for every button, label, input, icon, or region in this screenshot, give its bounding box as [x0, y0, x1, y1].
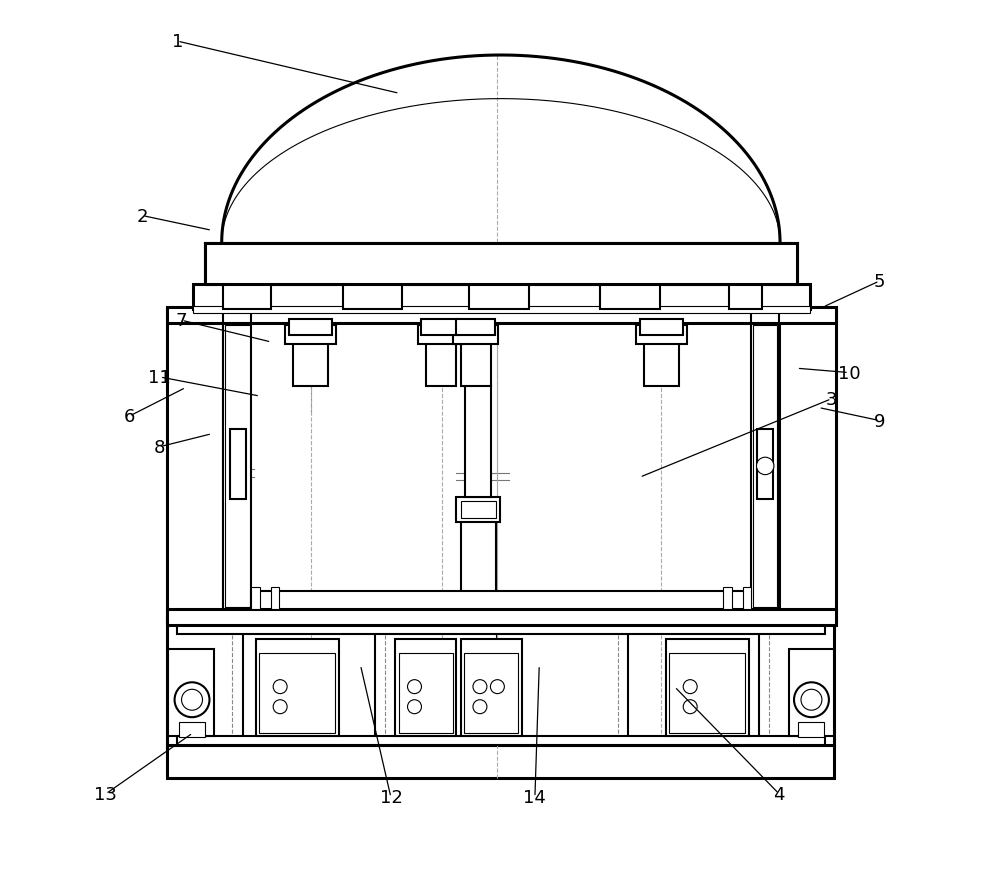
Circle shape	[273, 680, 287, 694]
Bar	[223, 324, 251, 610]
Circle shape	[794, 682, 829, 717]
Circle shape	[683, 680, 697, 694]
Bar	[779, 310, 836, 622]
Circle shape	[182, 689, 202, 710]
Bar	[251, 588, 260, 610]
Bar	[461, 513, 496, 610]
Bar	[230, 430, 246, 500]
Bar	[789, 649, 834, 737]
Bar	[223, 285, 271, 310]
Text: 13: 13	[94, 785, 117, 803]
Bar	[285, 325, 336, 345]
Bar	[167, 308, 836, 324]
Bar	[669, 652, 745, 733]
Bar	[223, 308, 251, 324]
Bar	[461, 502, 496, 518]
Bar	[193, 285, 810, 310]
Bar	[456, 320, 495, 336]
Bar	[798, 722, 824, 738]
Bar	[167, 310, 223, 622]
Text: 6: 6	[124, 408, 135, 425]
Circle shape	[473, 680, 487, 694]
Text: 7: 7	[176, 312, 187, 330]
Bar	[753, 325, 777, 608]
Bar	[640, 320, 683, 336]
Text: 11: 11	[148, 368, 171, 387]
Bar	[421, 320, 460, 336]
Bar	[293, 325, 328, 386]
Bar	[399, 652, 453, 733]
Bar	[729, 285, 762, 310]
Bar	[757, 430, 773, 500]
Circle shape	[801, 689, 822, 710]
Text: 3: 3	[826, 390, 837, 409]
Bar	[666, 639, 749, 737]
Bar	[723, 588, 732, 610]
Circle shape	[683, 700, 697, 714]
Bar	[225, 325, 250, 608]
Bar	[395, 639, 456, 737]
Bar	[251, 591, 750, 613]
Bar	[644, 325, 679, 386]
Bar	[167, 745, 834, 779]
Text: 10: 10	[838, 364, 860, 382]
Text: 2: 2	[137, 207, 148, 225]
Circle shape	[273, 700, 287, 714]
Bar	[636, 325, 687, 345]
Bar	[167, 617, 834, 745]
Bar	[179, 722, 205, 738]
Bar	[168, 649, 214, 737]
Text: 9: 9	[874, 412, 885, 430]
Text: 5: 5	[874, 273, 885, 290]
Bar	[271, 588, 279, 610]
Bar	[453, 325, 498, 345]
Bar	[289, 320, 332, 336]
Bar	[223, 324, 779, 610]
Bar	[464, 652, 518, 733]
Bar	[465, 384, 491, 498]
Circle shape	[473, 700, 487, 714]
Bar	[461, 325, 491, 386]
Bar	[193, 307, 810, 314]
Bar	[167, 610, 836, 625]
Circle shape	[490, 680, 504, 694]
Bar	[751, 308, 779, 324]
Bar	[177, 619, 825, 635]
Bar	[259, 652, 335, 733]
Bar	[418, 325, 463, 345]
Bar	[751, 324, 779, 610]
Bar	[469, 285, 529, 310]
Text: 12: 12	[380, 788, 402, 807]
Text: 4: 4	[773, 785, 785, 803]
Circle shape	[408, 680, 421, 694]
Circle shape	[408, 700, 421, 714]
Bar	[743, 588, 751, 610]
Bar	[256, 639, 339, 737]
Bar	[461, 639, 522, 737]
Bar	[177, 737, 825, 745]
Text: 14: 14	[523, 788, 546, 807]
Bar	[343, 285, 402, 310]
Circle shape	[756, 458, 774, 475]
Bar	[456, 498, 500, 522]
Bar	[600, 285, 660, 310]
Text: 1: 1	[172, 33, 183, 51]
Bar	[205, 243, 797, 285]
Circle shape	[175, 682, 209, 717]
Bar	[426, 325, 456, 386]
Text: 8: 8	[154, 438, 165, 456]
